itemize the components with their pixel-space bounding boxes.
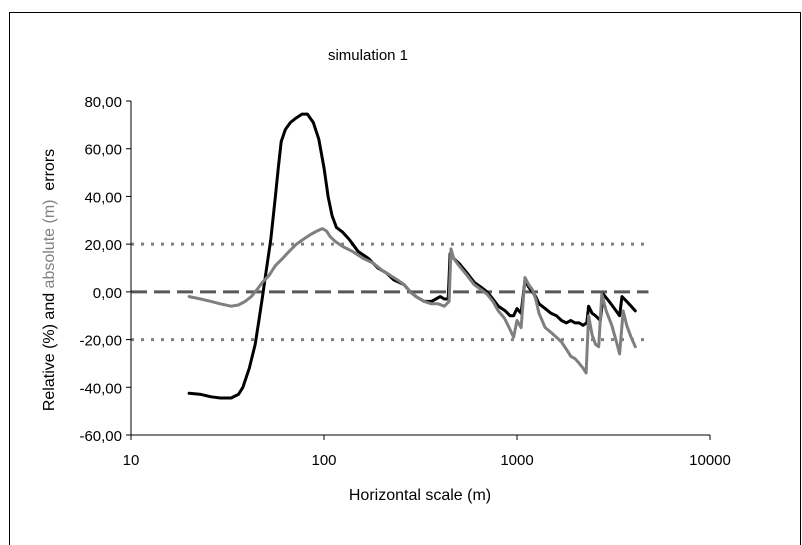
y-tick-label-0: 80,00 <box>84 94 122 111</box>
svg-text:Relative (%) and absolute (m): Relative (%) and absolute (m) errors <box>41 149 58 411</box>
y-axis-label-part-1: Relative (%) and <box>41 288 58 411</box>
y-tick-label-1: 60,00 <box>84 142 122 159</box>
y-axis-label: Relative (%) and absolute (m) errors <box>41 149 58 411</box>
reference-lines <box>131 242 649 342</box>
chart-title: simulation 1 <box>328 47 408 64</box>
series-group <box>187 112 637 400</box>
y-tick-label-7: -60,00 <box>79 428 122 445</box>
axes: 80,00 60,00 40,00 20,00 0,00 -20,00 -40,00 -60,… <box>79 94 730 469</box>
y-axis-label-part-3: errors <box>41 149 58 200</box>
series-line-1 <box>187 227 637 375</box>
x-tick-label-0: 10 <box>123 452 140 469</box>
x-tick-label-3: 10000 <box>689 452 731 469</box>
x-axis-label: Horizontal scale (m) <box>349 487 491 504</box>
series-line-0 <box>187 112 637 400</box>
y-tick-label-4: 0,00 <box>93 285 122 302</box>
x-tick-label-2: 1000 <box>500 452 533 469</box>
chart-frame <box>9 12 801 545</box>
y-tick-label-2: 40,00 <box>84 189 122 206</box>
y-tick-label-6: -40,00 <box>79 380 122 397</box>
x-tick-label-1: 100 <box>311 452 336 469</box>
y-axis-label-part-2: absolute (m) <box>41 200 58 289</box>
y-tick-label-5: -20,00 <box>79 333 122 350</box>
y-tick-label-3: 20,00 <box>84 237 122 254</box>
